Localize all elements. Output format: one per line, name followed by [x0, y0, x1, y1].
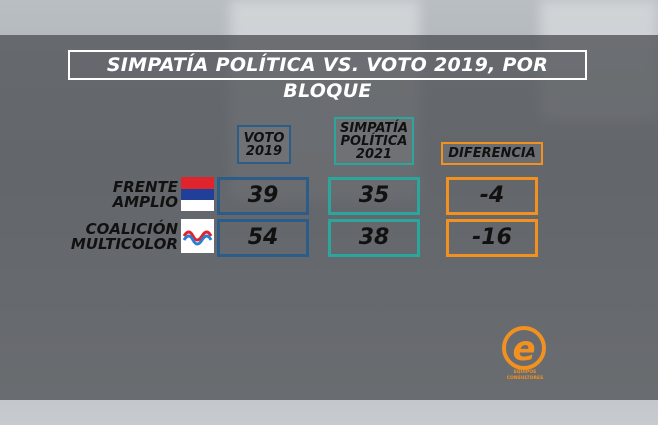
logo-text: CONSULTORES: [507, 375, 544, 381]
flag: [181, 177, 214, 211]
label-line: FRENTE: [112, 178, 178, 196]
header-line: VOTO: [243, 130, 285, 146]
panel: [0, 35, 658, 400]
header-line: POLÍTICA: [340, 133, 408, 149]
cell: 39: [217, 177, 309, 215]
header-line: SIMPATÍA: [339, 120, 409, 136]
cell: 54: [217, 219, 309, 257]
row-label: COALICIÓN MULTICOLOR: [71, 222, 178, 252]
cell: 35: [328, 177, 420, 215]
logo: e EQUIPOS CONSULTORES: [502, 326, 546, 381]
svg-text:e: e: [512, 329, 535, 369]
row-label: FRENTE AMPLIO: [113, 180, 178, 210]
header-line: DIFERENCIA: [448, 146, 536, 161]
cell: -16: [446, 219, 538, 257]
header-line: 2021: [355, 146, 393, 162]
column-header: DIFERENCIA: [441, 142, 543, 165]
label-line: MULTICOLOR: [70, 235, 178, 253]
cell: -4: [446, 177, 538, 215]
flag: [181, 219, 214, 253]
title: SIMPATÍA POLÍTICA VS. VOTO 2019, POR BLO…: [68, 50, 587, 102]
cell: 38: [328, 219, 420, 257]
logo-text: EQUIPOS: [514, 369, 537, 375]
header-line: 2019: [245, 143, 283, 159]
label-line: COALICIÓN: [85, 220, 178, 238]
label-line: AMPLIO: [112, 193, 178, 211]
column-header: VOTO 2019: [237, 125, 291, 164]
column-header: SIMPATÍA POLÍTICA 2021: [334, 117, 414, 165]
